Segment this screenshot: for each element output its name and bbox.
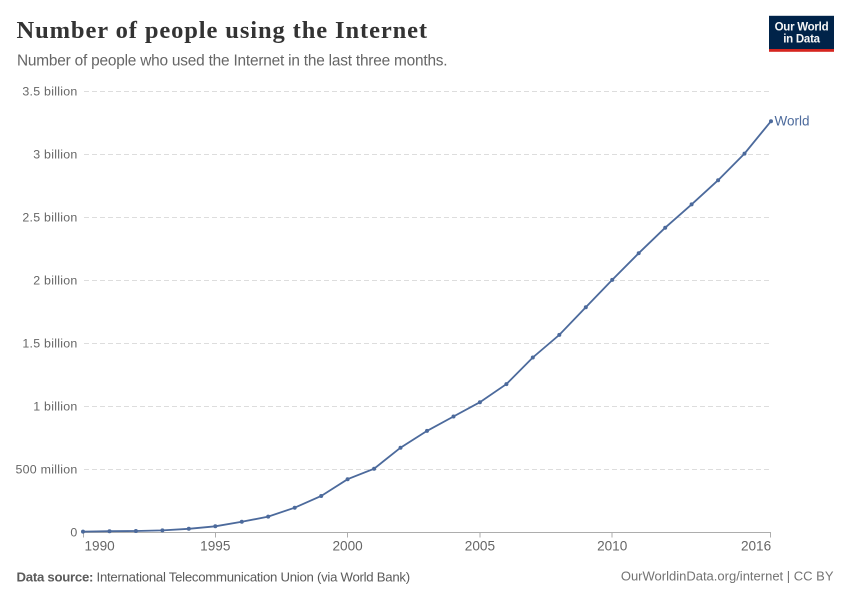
- svg-text:2000: 2000: [332, 538, 363, 553]
- svg-text:2005: 2005: [465, 538, 495, 553]
- svg-text:0: 0: [70, 526, 77, 540]
- svg-text:Number of people using the Int: Number of people using the Internet: [17, 17, 428, 44]
- svg-text:2016: 2016: [741, 538, 771, 553]
- svg-text:1.5 billion: 1.5 billion: [22, 337, 77, 351]
- svg-text:in Data: in Data: [783, 34, 820, 46]
- svg-text:500 million: 500 million: [16, 463, 78, 477]
- svg-text:2010: 2010: [597, 538, 628, 553]
- svg-text:World: World: [775, 114, 810, 129]
- svg-text:3 billion: 3 billion: [33, 148, 77, 162]
- svg-text:1 billion: 1 billion: [33, 400, 77, 414]
- svg-text:OurWorldinData.org/internet |: OurWorldinData.org/internet | CC BY: [621, 569, 834, 584]
- svg-text:2.5 billion: 2.5 billion: [22, 211, 77, 225]
- svg-text:1995: 1995: [200, 538, 230, 553]
- svg-text:Number of people who used the: Number of people who used the Internet i…: [17, 52, 447, 69]
- svg-text:Our World: Our World: [775, 22, 829, 34]
- svg-text:Data source: International Tel: Data source: International Telecommunica…: [17, 570, 410, 585]
- svg-text:1990: 1990: [85, 538, 116, 553]
- svg-text:3.5 billion: 3.5 billion: [22, 85, 77, 99]
- svg-text:2 billion: 2 billion: [33, 274, 77, 288]
